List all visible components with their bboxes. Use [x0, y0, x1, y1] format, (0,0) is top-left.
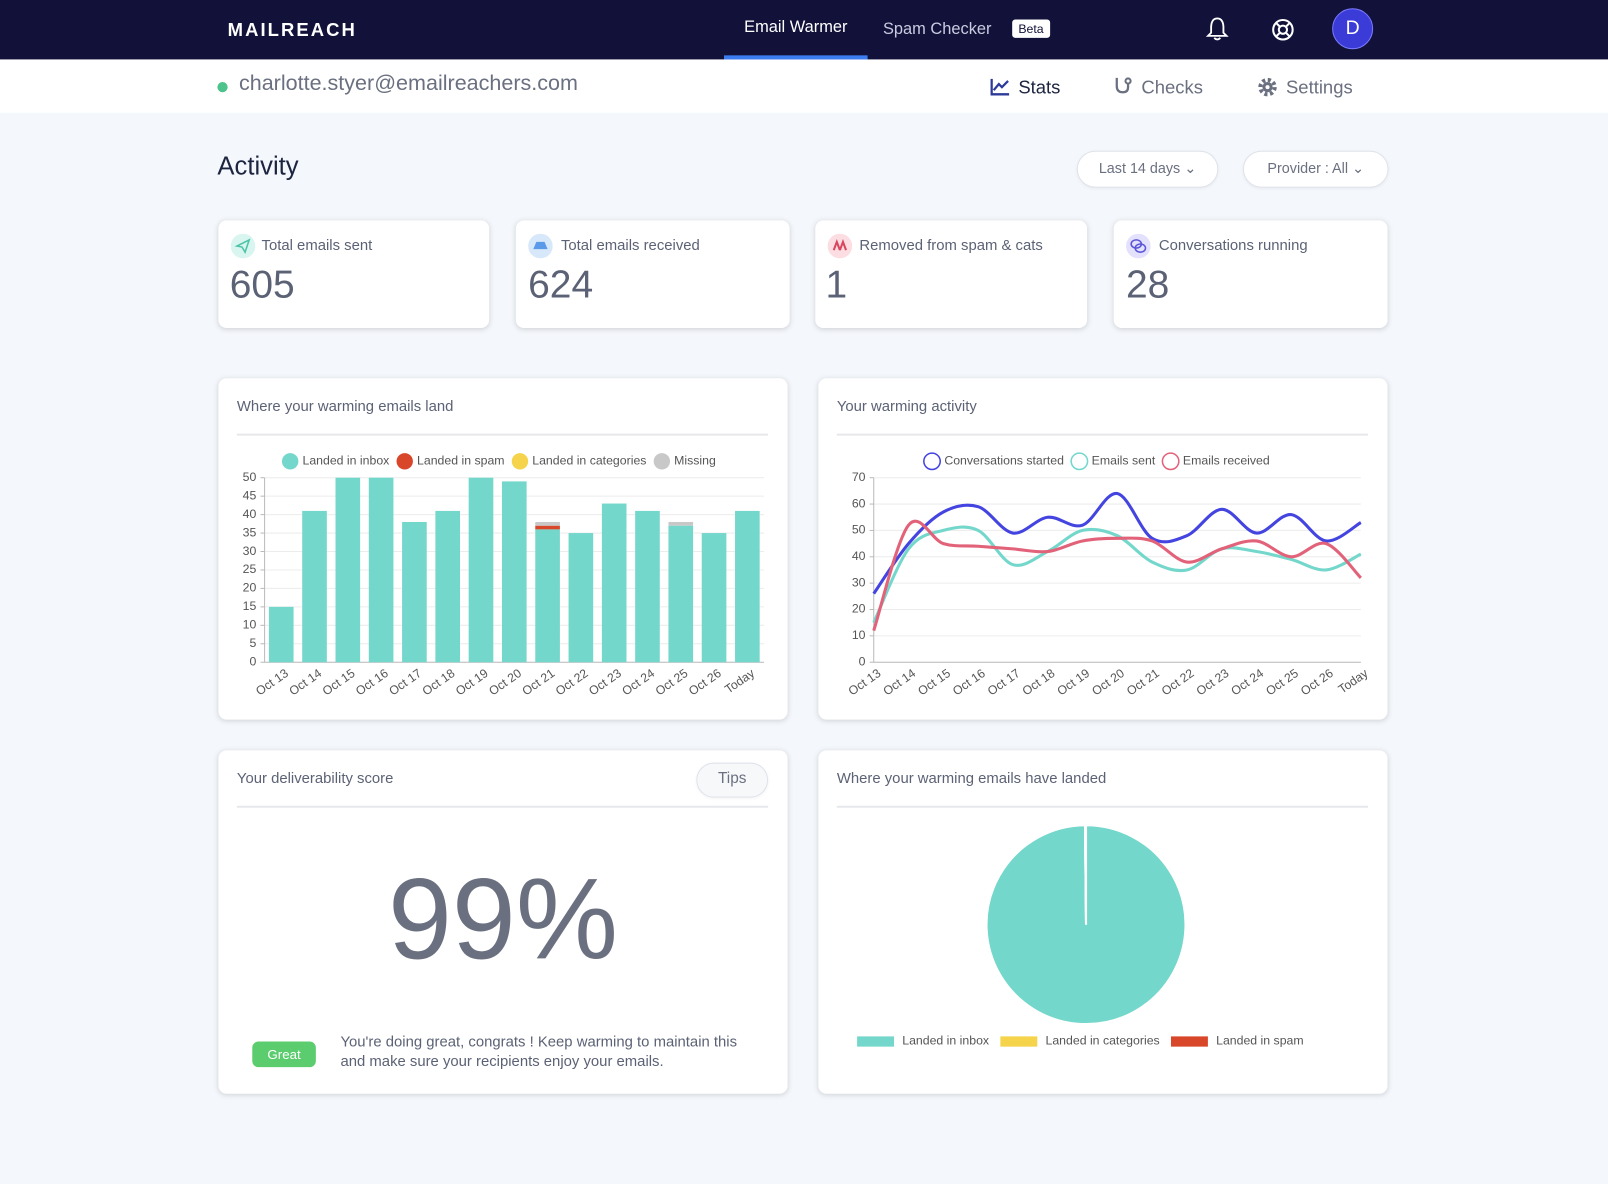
stat-card: Removed from spam & cats 1 [815, 220, 1088, 329]
beta-badge: Beta [1012, 19, 1050, 38]
score-message: You're doing great, congrats ! Keep warm… [340, 1034, 738, 1071]
account-email: charlotte.styer@emailreachers.com [238, 71, 578, 96]
nav-tab[interactable]: Email Warmer [744, 18, 848, 36]
menu-item[interactable]: Checks [1141, 76, 1203, 98]
stat-value: 624 [528, 263, 594, 307]
active-tab-underline [724, 55, 868, 60]
menu-item[interactable]: Stats [1018, 76, 1061, 98]
stat-card: Conversations running 28 [1113, 220, 1388, 329]
chart-card: Your warming activity [818, 378, 1388, 720]
divider [836, 805, 1369, 808]
score-badge: Great [252, 1041, 316, 1068]
avatar[interactable]: D [1332, 8, 1374, 50]
stat-card: Total emails received 624 [515, 220, 790, 329]
help-icon[interactable] [1271, 17, 1296, 42]
top-nav: MAILREACH Email Warmer Spam Checker Beta… [0, 0, 1608, 60]
stat-label: Total emails received [560, 237, 700, 255]
stat-value: 605 [229, 263, 295, 307]
chart-card: Where your warming emails land [218, 378, 788, 720]
stat-icon [528, 233, 553, 259]
chart-title: Where your warming emails land [236, 398, 454, 416]
stats-icon [990, 78, 1010, 96]
account-bar: charlotte.styer@emailreachers.com Stats … [0, 59, 1608, 113]
settings-icon [1258, 77, 1277, 97]
logo[interactable]: MAILREACH [227, 19, 357, 40]
score-card: Your deliverability score Tips 99% Great… [218, 750, 788, 1094]
chart-title: Where your warming emails have landed [836, 770, 1107, 788]
checks-icon [1115, 77, 1132, 94]
divider [836, 433, 1369, 436]
tips-button[interactable]: Tips [696, 762, 769, 798]
stat-icon [230, 233, 256, 259]
stat-label: Total emails sent [261, 237, 373, 255]
filter-button[interactable]: Last 14 days ⌄ [1076, 150, 1219, 188]
divider [236, 433, 769, 436]
status-dot [217, 82, 228, 93]
stat-value: 28 [1126, 263, 1170, 307]
nav-tab[interactable]: Spam Checker [882, 20, 992, 38]
stat-label: Removed from spam & cats [859, 237, 1043, 255]
stat-card: Total emails sent 605 [218, 220, 490, 329]
stat-value: 1 [825, 263, 848, 307]
filter-button[interactable]: Provider : All ⌄ [1242, 150, 1389, 188]
chart-card: Where your warming emails have landed [818, 750, 1388, 1094]
stat-icon [827, 233, 853, 259]
score-value: 99% [388, 854, 618, 984]
stat-label: Conversations running [1158, 237, 1308, 255]
card-title: Your deliverability score [236, 770, 394, 788]
divider [236, 805, 769, 808]
menu-item[interactable]: Settings [1285, 76, 1353, 98]
bell-icon[interactable] [1205, 16, 1229, 41]
filter-label: Last 14 days [1098, 159, 1181, 177]
filter-label: Provider : All [1267, 159, 1349, 177]
chart-title: Your warming activity [836, 398, 977, 416]
stat-icon [1126, 233, 1151, 259]
section-title: Activity [217, 151, 299, 181]
